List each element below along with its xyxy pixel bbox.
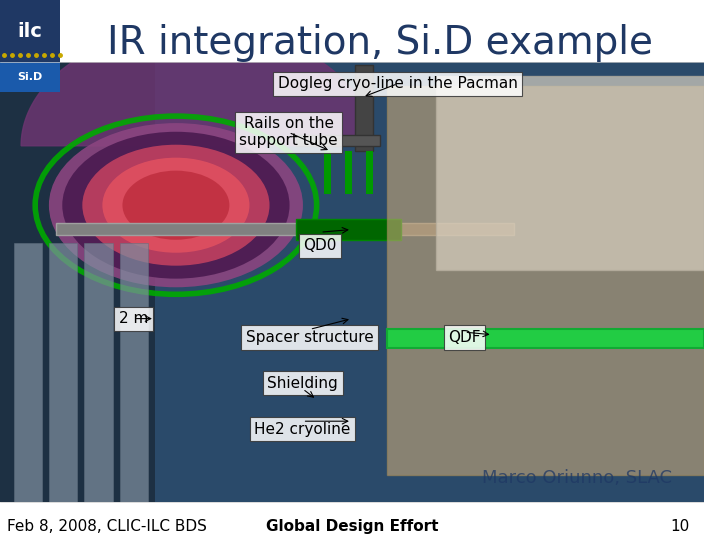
Text: Rails on the
support tube: Rails on the support tube [239,116,338,148]
FancyBboxPatch shape [0,0,703,62]
FancyBboxPatch shape [56,223,513,235]
Text: 2 m: 2 m [119,311,148,326]
FancyBboxPatch shape [295,219,401,240]
FancyBboxPatch shape [387,86,703,475]
Text: He2 cryoline: He2 cryoline [254,422,351,437]
Text: QDF: QDF [448,330,481,345]
Polygon shape [21,27,373,146]
Text: Shielding: Shielding [267,376,338,391]
Text: Global Design Effort: Global Design Effort [266,519,438,534]
FancyBboxPatch shape [436,76,703,270]
FancyBboxPatch shape [0,0,60,62]
FancyBboxPatch shape [120,243,148,502]
Text: Feb 8, 2008, CLIC-ILC BDS: Feb 8, 2008, CLIC-ILC BDS [7,519,207,534]
FancyBboxPatch shape [356,65,373,151]
Text: Marco Oriunno, SLAC: Marco Oriunno, SLAC [482,469,672,487]
FancyBboxPatch shape [366,151,373,194]
Ellipse shape [82,145,269,266]
FancyBboxPatch shape [14,243,42,502]
FancyBboxPatch shape [295,135,380,146]
Text: 10: 10 [670,519,690,534]
Text: IR integration, Si.D example: IR integration, Si.D example [107,24,653,62]
Ellipse shape [102,158,249,253]
FancyBboxPatch shape [0,502,703,540]
FancyBboxPatch shape [324,151,330,194]
Text: Si.D: Si.D [17,72,43,82]
FancyBboxPatch shape [84,243,112,502]
Ellipse shape [62,132,289,279]
FancyBboxPatch shape [387,329,703,348]
FancyBboxPatch shape [0,62,703,502]
Text: QD0: QD0 [304,238,337,253]
Text: Dogleg cryo-line in the Pacman: Dogleg cryo-line in the Pacman [278,76,518,91]
Ellipse shape [49,123,303,287]
Text: ilc: ilc [18,22,42,41]
FancyBboxPatch shape [0,62,60,92]
FancyBboxPatch shape [0,62,155,502]
Ellipse shape [122,171,230,240]
FancyBboxPatch shape [49,243,78,502]
FancyBboxPatch shape [345,151,352,194]
Text: Spacer structure: Spacer structure [246,330,374,345]
